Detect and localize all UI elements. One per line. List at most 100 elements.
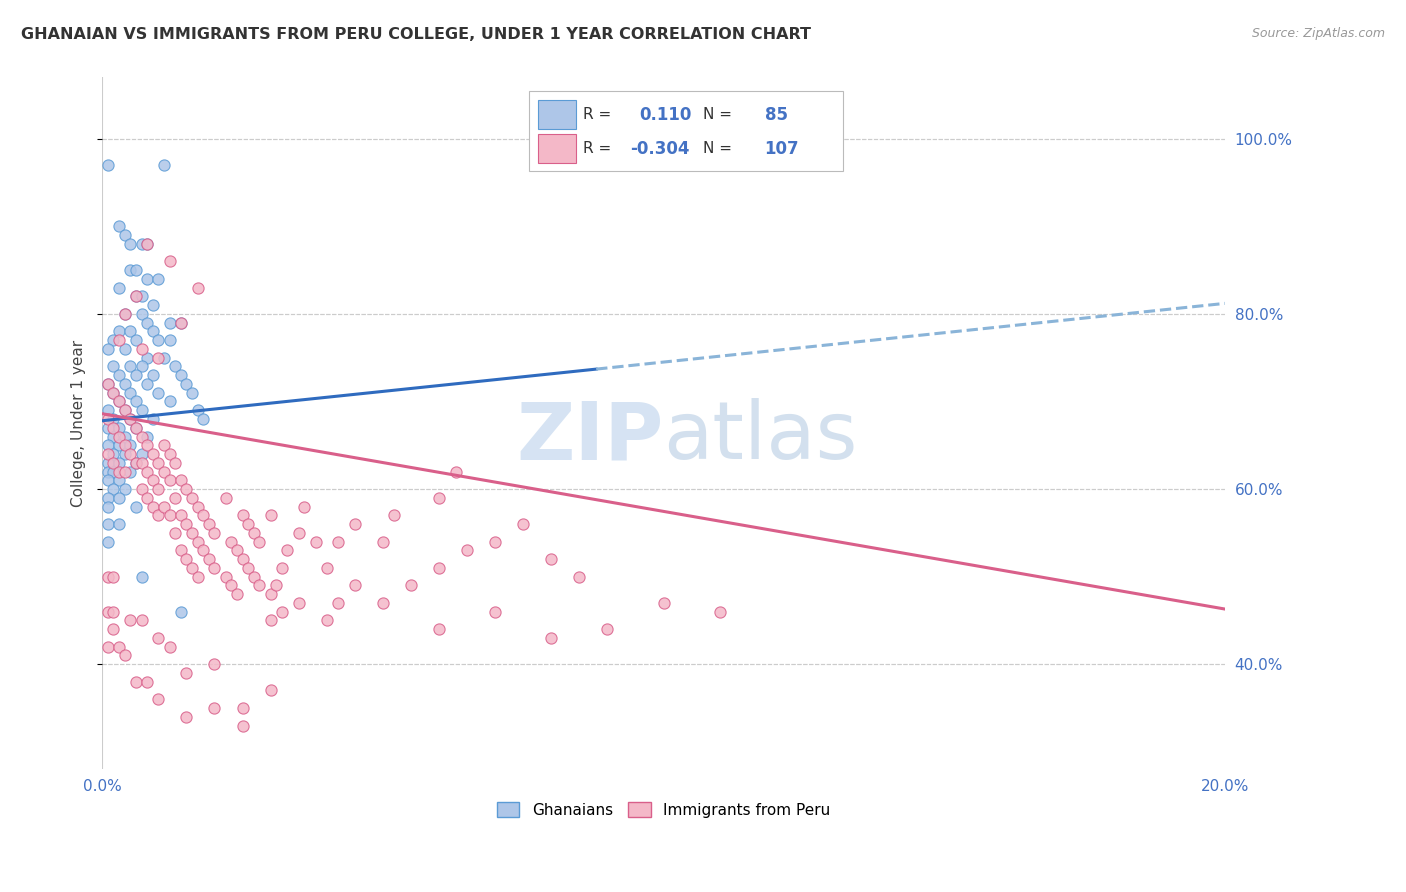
Point — [247, 578, 270, 592]
Point — [97, 412, 120, 426]
Point — [148, 385, 170, 400]
Point — [148, 333, 170, 347]
Point — [176, 665, 198, 680]
Point — [170, 508, 193, 523]
Point — [103, 569, 125, 583]
Point — [142, 412, 165, 426]
Point — [148, 456, 170, 470]
Point — [120, 614, 142, 628]
Point — [131, 236, 153, 251]
Point — [125, 289, 148, 303]
Point — [326, 534, 349, 549]
Point — [131, 289, 153, 303]
Point — [142, 473, 165, 487]
Point — [153, 500, 176, 514]
Point — [176, 482, 198, 496]
Point — [97, 473, 120, 487]
Point — [148, 272, 170, 286]
Point — [170, 316, 193, 330]
Point — [204, 561, 226, 575]
Point — [232, 552, 254, 566]
Point — [221, 578, 243, 592]
Point — [125, 289, 148, 303]
Point — [176, 710, 198, 724]
Text: N =: N = — [703, 107, 733, 122]
Point — [97, 342, 120, 356]
Point — [287, 596, 309, 610]
Point — [108, 394, 131, 409]
Point — [568, 569, 591, 583]
Point — [97, 376, 120, 391]
Text: R =: R = — [582, 141, 612, 156]
Point — [444, 465, 467, 479]
Point — [170, 473, 193, 487]
Point — [187, 403, 209, 417]
Point — [120, 325, 142, 339]
Point — [242, 525, 264, 540]
Point — [512, 517, 534, 532]
Text: 0.110: 0.110 — [638, 106, 692, 124]
Text: R =: R = — [582, 107, 612, 122]
Point — [103, 333, 125, 347]
Point — [120, 359, 142, 374]
Point — [170, 543, 193, 558]
Point — [153, 465, 176, 479]
Point — [236, 517, 259, 532]
Point — [276, 543, 298, 558]
Point — [259, 587, 281, 601]
Point — [221, 534, 243, 549]
Point — [159, 640, 181, 654]
Point — [120, 412, 142, 426]
Point — [108, 429, 131, 443]
Point — [176, 517, 198, 532]
Point — [136, 429, 159, 443]
Point — [232, 508, 254, 523]
Point — [120, 447, 142, 461]
Point — [131, 569, 153, 583]
Point — [97, 376, 120, 391]
Point — [131, 614, 153, 628]
Point — [187, 534, 209, 549]
Point — [97, 447, 120, 461]
Point — [176, 552, 198, 566]
Point — [103, 482, 125, 496]
Text: Source: ZipAtlas.com: Source: ZipAtlas.com — [1251, 27, 1385, 40]
Point — [204, 525, 226, 540]
Point — [125, 421, 148, 435]
Point — [148, 508, 170, 523]
Point — [142, 447, 165, 461]
Point — [131, 359, 153, 374]
Point — [97, 158, 120, 172]
Point — [148, 692, 170, 706]
Point — [103, 385, 125, 400]
Text: N =: N = — [703, 141, 733, 156]
Text: -0.304: -0.304 — [630, 140, 689, 158]
Point — [170, 316, 193, 330]
Point — [125, 368, 148, 383]
FancyBboxPatch shape — [538, 100, 576, 129]
Point — [153, 158, 176, 172]
Point — [159, 473, 181, 487]
Point — [148, 631, 170, 645]
Point — [114, 403, 136, 417]
Point — [131, 403, 153, 417]
Point — [97, 640, 120, 654]
Point — [125, 394, 148, 409]
Point — [165, 491, 187, 505]
Point — [114, 482, 136, 496]
Point — [142, 500, 165, 514]
Point — [103, 456, 125, 470]
Point — [259, 508, 281, 523]
Point — [125, 421, 148, 435]
Point — [114, 465, 136, 479]
Point — [136, 438, 159, 452]
Point — [125, 500, 148, 514]
Point — [292, 500, 315, 514]
Point — [215, 491, 238, 505]
Point — [226, 543, 249, 558]
Point — [125, 674, 148, 689]
Point — [114, 447, 136, 461]
Point — [125, 456, 148, 470]
Point — [181, 525, 204, 540]
Point — [103, 447, 125, 461]
